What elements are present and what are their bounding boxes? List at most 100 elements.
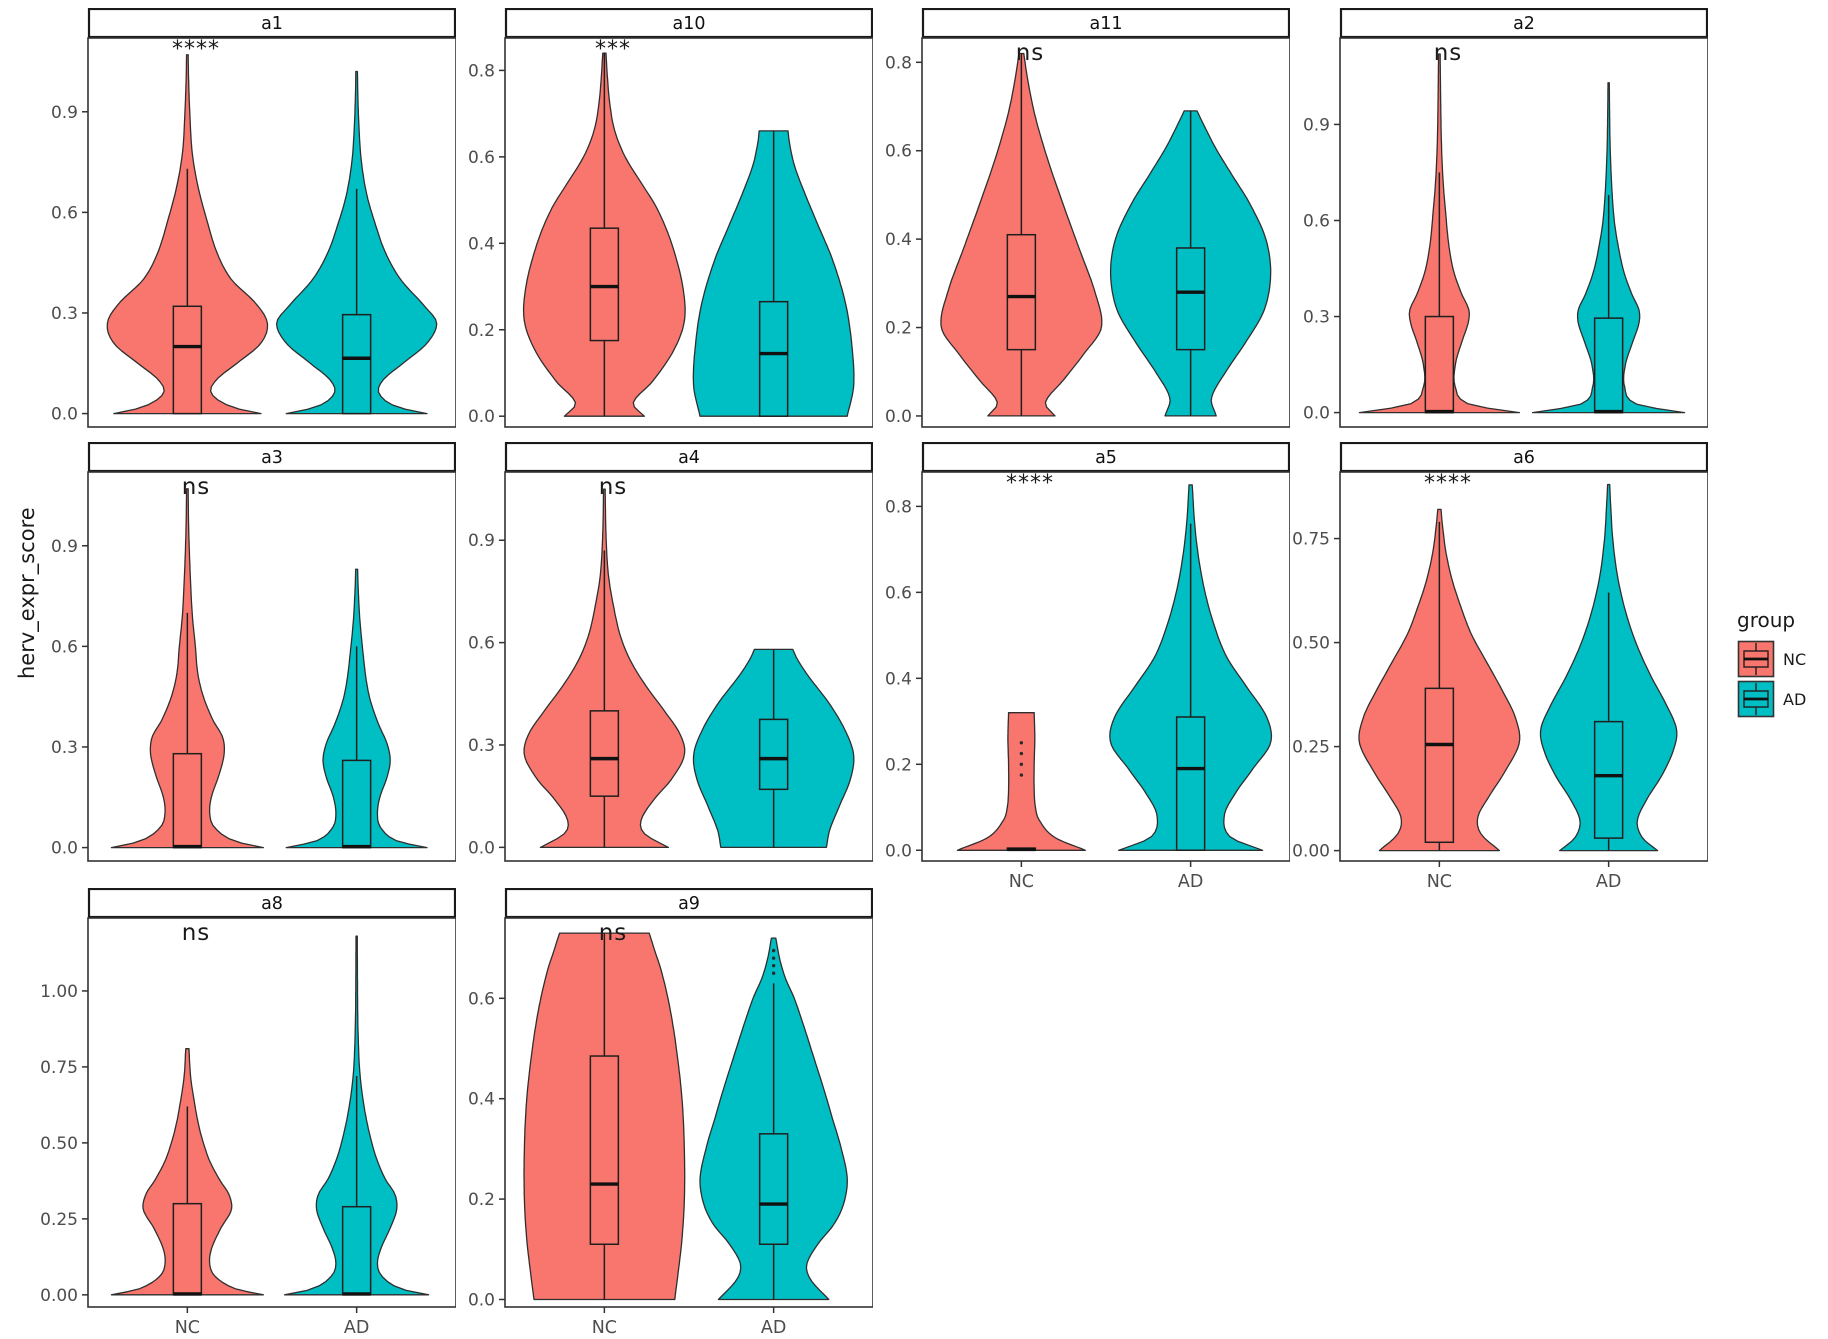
box-ad xyxy=(1175,247,1206,351)
x-tick-label: AD xyxy=(344,1318,369,1338)
y-tick-label: 0.6 xyxy=(1303,211,1330,231)
panel-svg-a2: a2 0.9 0.6 0.3 0.0 ns xyxy=(1303,7,1709,428)
y-tick-label: 0.0 xyxy=(468,838,495,858)
y-tick-label: 0.75 xyxy=(1292,530,1330,550)
y-tick-label: 0.9 xyxy=(51,103,78,123)
y-tick-label: 0.9 xyxy=(468,531,495,551)
legend-key-nc-icon xyxy=(1737,640,1775,678)
outlier-dot xyxy=(771,971,776,975)
box-nc xyxy=(589,710,620,797)
panel-svg-a4: a4 0.9 0.6 0.3 0.0 ns xyxy=(468,441,874,862)
y-tick-label: 0.6 xyxy=(885,142,912,162)
outlier-dot xyxy=(1019,762,1024,766)
panel-svg-a8: a8 1.00 0.75 0.50 0.25 0.00 ns NC AD xyxy=(40,887,457,1338)
box-nc xyxy=(1424,315,1455,414)
outlier-dot xyxy=(771,948,776,953)
box-ad xyxy=(1175,716,1206,852)
y-tick-label: 0.25 xyxy=(1292,738,1330,758)
y-tick-label: 0.75 xyxy=(40,1058,78,1078)
y-tick-label: 1.00 xyxy=(40,982,78,1002)
y-tick-label: 0.6 xyxy=(468,989,495,1009)
y-tick-label: 0.2 xyxy=(885,319,912,339)
y-tick-label: 0.25 xyxy=(40,1210,78,1230)
box-ad xyxy=(1593,317,1624,414)
facet-strip xyxy=(921,441,1291,473)
significance-label: **** xyxy=(1424,471,1472,496)
y-tick-label: 0.6 xyxy=(885,583,912,603)
significance-label: *** xyxy=(595,37,631,62)
box-nc xyxy=(589,227,620,342)
panel-border xyxy=(1339,37,1709,428)
box-ad xyxy=(1593,720,1624,839)
y-tick-label: 0.0 xyxy=(468,407,495,427)
facet-panel-a10: a10 0.8 0.6 0.4 0.2 0.0 *** xyxy=(445,7,874,464)
y-tick-label: 0.00 xyxy=(1292,842,1330,862)
panel-svg-a1: a1 0.9 0.6 0.3 0.0 **** xyxy=(51,7,457,428)
y-tick-label: 0.0 xyxy=(885,841,912,861)
panel-border xyxy=(921,471,1291,862)
significance-label: ns xyxy=(182,474,211,500)
panel-svg-a6: a6 0.75 0.50 0.25 0.00 **** NC AD xyxy=(1292,441,1709,892)
y-tick-label: 0.3 xyxy=(51,304,78,324)
y-tick-label: 0.9 xyxy=(1303,115,1330,135)
facet-panel-a8: a8 1.00 0.75 0.50 0.25 0.00 ns NC AD xyxy=(28,887,457,1339)
facet-strip xyxy=(87,441,457,473)
significance-label: ns xyxy=(599,920,628,946)
outlier-dot xyxy=(1019,773,1024,777)
facet-title: a4 xyxy=(678,448,700,468)
legend-entries: NC AD xyxy=(1737,640,1806,718)
legend: group NC AD xyxy=(1737,608,1806,720)
y-tick-label: 0.8 xyxy=(885,53,912,73)
facet-strip xyxy=(87,7,457,39)
legend-entry-label: NC xyxy=(1783,649,1807,669)
facet-panel-a5: a5 0.8 0.6 0.4 0.2 0.0 **** NC AD xyxy=(862,441,1291,898)
facet-panel-a9: a9 0.6 0.4 0.2 0.0 ns NC AD xyxy=(445,887,874,1339)
y-tick-label: 0.4 xyxy=(468,234,495,254)
box-ad xyxy=(758,718,789,791)
facet-title: a6 xyxy=(1513,448,1535,468)
facet-strip xyxy=(1339,441,1709,473)
facet-strip xyxy=(504,7,874,39)
y-tick-label: 0.4 xyxy=(885,669,912,689)
box-ad xyxy=(758,1133,789,1246)
y-tick-label: 0.8 xyxy=(468,61,495,81)
panel-border xyxy=(87,917,457,1308)
violin-nc xyxy=(956,712,1087,851)
significance-label: ns xyxy=(182,920,211,946)
y-tick-label: 0.0 xyxy=(51,405,78,425)
facet-title: a9 xyxy=(678,894,700,914)
box-nc xyxy=(172,752,203,849)
y-tick-label: 0.0 xyxy=(468,1290,495,1310)
facet-strip xyxy=(87,887,457,919)
box-nc xyxy=(589,1055,620,1246)
panel-svg-a5: a5 0.8 0.6 0.4 0.2 0.0 **** NC AD xyxy=(885,441,1291,892)
box-ad xyxy=(341,1205,372,1296)
y-tick-label: 0.0 xyxy=(51,839,78,859)
facet-title: a1 xyxy=(261,14,283,34)
facet-title: a11 xyxy=(1090,14,1123,34)
y-tick-label: 0.3 xyxy=(468,736,495,756)
y-tick-label: 0.0 xyxy=(1303,404,1330,424)
y-tick-label: 0.6 xyxy=(51,203,78,223)
y-tick-label: 0.50 xyxy=(40,1134,78,1154)
panel-border xyxy=(87,37,457,428)
panel-border xyxy=(87,471,457,862)
panel-svg-a10: a10 0.8 0.6 0.4 0.2 0.0 *** xyxy=(468,7,874,428)
y-tick-label: 0.4 xyxy=(468,1090,495,1110)
facet-panel-a11: a11 0.8 0.6 0.4 0.2 0.0 ns xyxy=(862,7,1291,464)
facet-strip xyxy=(1339,7,1709,39)
box-nc xyxy=(1424,687,1455,844)
outlier-dot xyxy=(1019,751,1024,756)
y-tick-label: 0.3 xyxy=(51,738,78,758)
facet-title: a2 xyxy=(1513,14,1535,34)
x-tick-label: NC xyxy=(592,1318,617,1338)
facet-panel-a4: a4 0.9 0.6 0.3 0.0 ns xyxy=(445,441,874,898)
outlier-dot xyxy=(771,956,776,960)
facet-title: a10 xyxy=(673,14,706,34)
box-nc xyxy=(172,1202,203,1296)
x-tick-label: AD xyxy=(1596,872,1621,892)
significance-label: **** xyxy=(1006,471,1054,496)
facet-title: a3 xyxy=(261,448,283,468)
facet-strip xyxy=(504,887,874,919)
x-tick-label: NC xyxy=(1427,872,1452,892)
